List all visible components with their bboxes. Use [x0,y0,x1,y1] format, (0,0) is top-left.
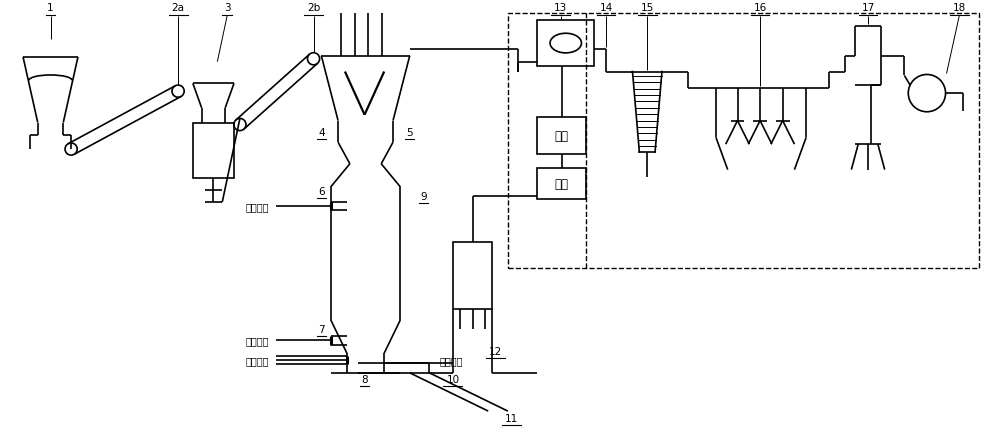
Text: 2a: 2a [172,3,185,13]
Text: 16: 16 [753,3,767,13]
Text: 电力: 电力 [555,130,569,142]
Text: 15: 15 [641,3,654,13]
Text: 9: 9 [420,192,427,201]
Bar [537,21,594,67]
Bar [193,123,234,179]
Text: 3: 3 [224,3,230,13]
Text: 18: 18 [953,3,966,13]
Text: 14: 14 [599,3,613,13]
Text: 4: 4 [318,128,325,138]
Text: 10: 10 [446,374,459,384]
Text: 5: 5 [406,128,413,138]
Bar [453,243,492,309]
Bar [537,168,586,200]
Text: 纯氧入口: 纯氧入口 [246,201,269,212]
Text: 6: 6 [318,187,325,197]
Text: 1: 1 [47,3,54,13]
Text: 8: 8 [361,374,368,384]
Text: 纯氧入口: 纯氧入口 [246,336,269,346]
Text: 12: 12 [488,346,502,357]
Text: 熔渣出口: 熔渣出口 [246,355,269,365]
Text: 17: 17 [861,3,875,13]
Text: 11: 11 [505,413,518,423]
Bar [537,117,586,155]
Text: 2b: 2b [307,3,320,13]
Text: 用户: 用户 [555,177,569,191]
Text: 13: 13 [554,3,567,13]
Bar [508,14,979,268]
Text: 7: 7 [318,324,325,334]
Text: 金属出口: 金属出口 [439,355,463,365]
